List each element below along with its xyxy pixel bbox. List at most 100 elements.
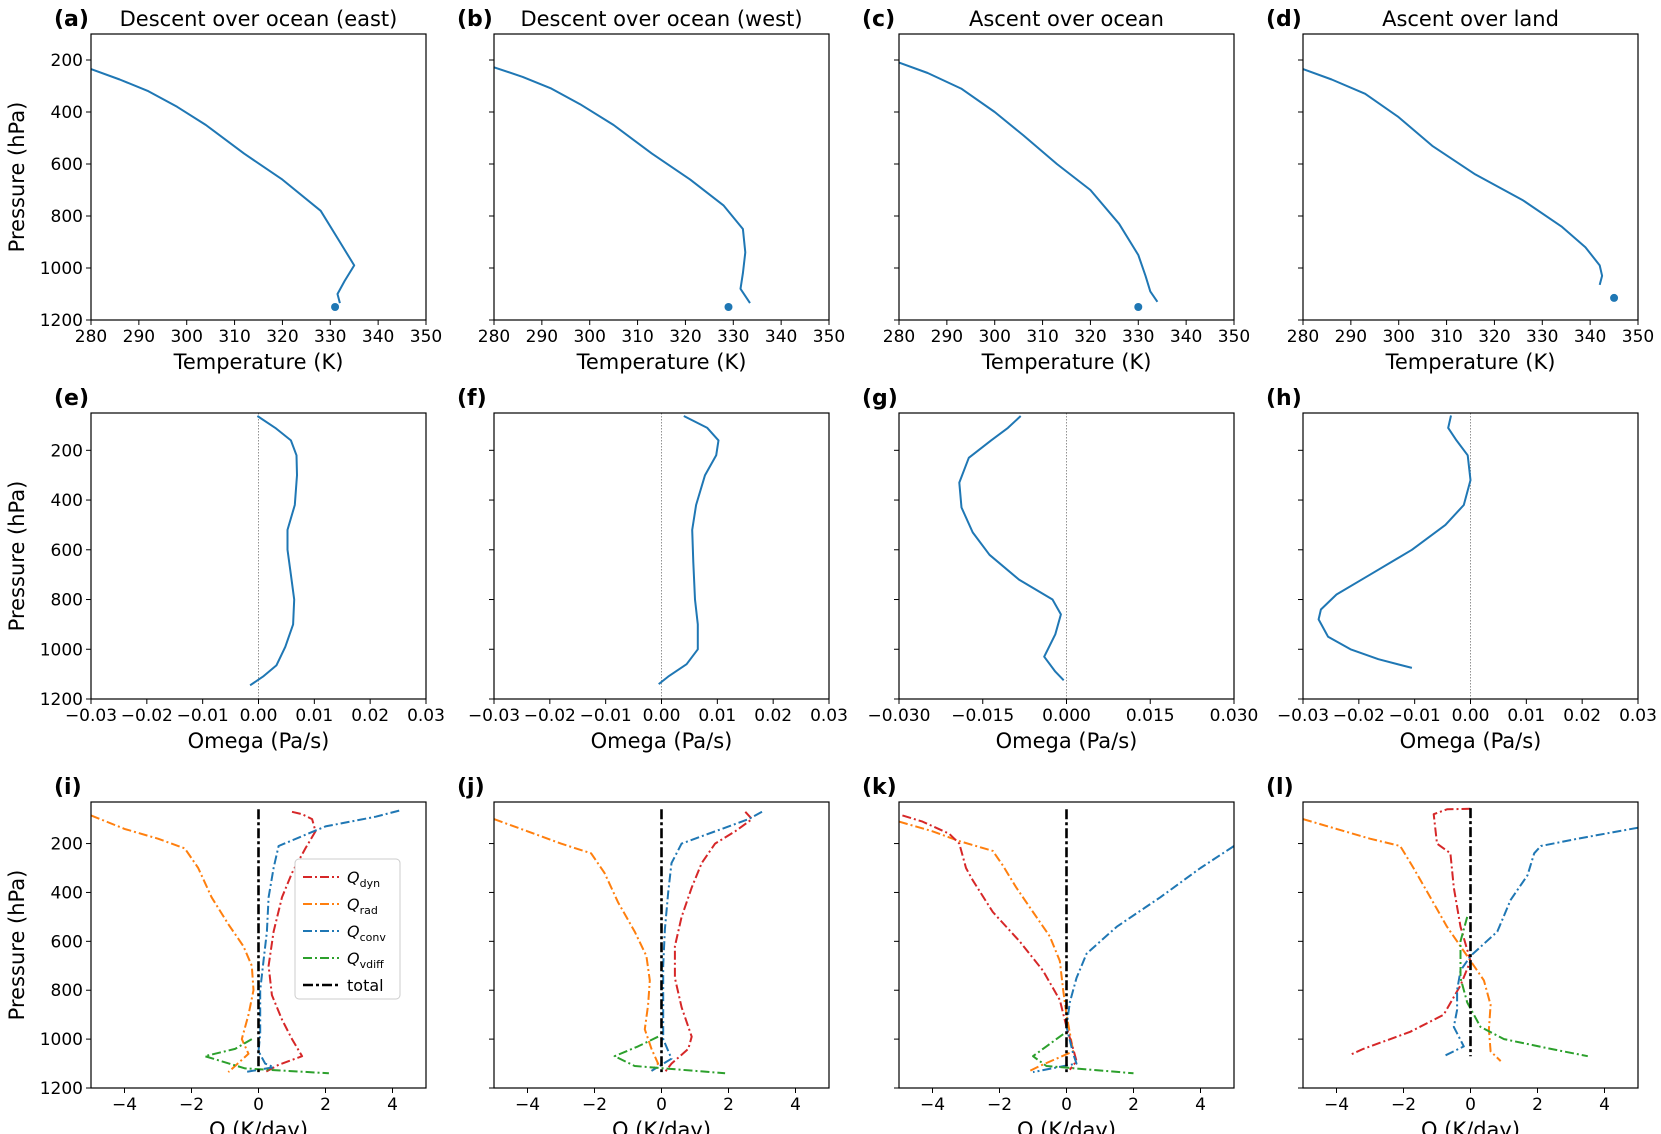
y-tick-label: 1200 [40, 311, 83, 331]
x-tick-label: −2 [179, 1095, 204, 1115]
series-group [958, 415, 1065, 681]
x-tick-label: 4 [1195, 1095, 1206, 1115]
panel-letter: (a) [54, 7, 89, 32]
x-tick-label: 2 [1128, 1095, 1139, 1115]
series-line-q-vdiff [203, 1038, 329, 1075]
x-tick-label: 310 [218, 327, 250, 347]
y-tick-label: 1000 [40, 1030, 83, 1050]
series-line-temperature [1303, 68, 1604, 286]
panel-letter: (g) [862, 386, 898, 411]
x-tick-label: 300 [573, 327, 605, 347]
y-tick-label: 200 [51, 51, 83, 71]
y-tick-label: 600 [51, 155, 83, 175]
panel-letter: (e) [54, 386, 89, 411]
x-tick-label: 0.00 [240, 706, 278, 726]
series-line-omega [658, 415, 720, 685]
x-tick-label: 4 [387, 1095, 398, 1115]
surface-point [1134, 303, 1143, 311]
surface-point [331, 303, 340, 311]
series-line-omega [958, 415, 1065, 681]
series-group [658, 415, 720, 685]
series-line-q-rad [494, 818, 660, 1072]
series-line-q-dyn [1349, 807, 1472, 1056]
x-tick-label: 300 [1382, 327, 1414, 347]
x-axis-label: Temperature (K) [576, 350, 747, 374]
x-tick-label: 2 [723, 1095, 734, 1115]
x-tick-label: 300 [170, 327, 202, 347]
panel-d: 280 290 300 310 320 330 340 350 Temperature (K) (… [1266, 7, 1654, 374]
axes-frame [898, 33, 1235, 321]
series-line-q-dyn [664, 811, 753, 1073]
x-tick-label: −0.03 [65, 706, 117, 726]
x-tick-label: −0.01 [1389, 706, 1441, 726]
series-line-temperature [91, 68, 356, 304]
panel-letter: (f) [457, 386, 487, 411]
x-tick-label: 0.03 [810, 706, 848, 726]
x-tick-label: −4 [1324, 1095, 1349, 1115]
x-tick-label: 0.02 [754, 706, 792, 726]
x-tick-label: 280 [478, 327, 510, 347]
x-tick-label: 350 [1218, 327, 1250, 347]
x-tick-label: 300 [978, 327, 1010, 347]
x-tick-label: 0.030 [1210, 706, 1259, 726]
x-tick-label: 330 [314, 327, 346, 347]
panel-l: −4 −2 0 2 4 Q (K/day) (l) [1266, 775, 1639, 1134]
x-tick-label: 290 [123, 327, 155, 347]
legend-subscript: vdiff [360, 958, 385, 971]
y-tick-label: 400 [51, 883, 83, 903]
panel-letter: (k) [862, 775, 897, 800]
x-tick-label: 310 [1430, 327, 1462, 347]
x-tick-label: −0.01 [177, 706, 229, 726]
x-tick-label: 350 [410, 327, 442, 347]
series-line-q-dyn [902, 814, 1078, 1071]
x-tick-label: 290 [526, 327, 558, 347]
series-group [494, 66, 751, 304]
x-tick-label: 0.00 [643, 706, 681, 726]
y-axis-label: Pressure (hPa) [5, 481, 29, 632]
x-tick-label: 0 [1061, 1095, 1072, 1115]
series-group [91, 68, 356, 304]
x-axis-label: Q (K/day) [209, 1118, 308, 1134]
x-axis-label: Q (K/day) [1017, 1118, 1116, 1134]
x-axis-label: Omega (Pa/s) [591, 729, 733, 753]
series-line-omega [249, 415, 298, 687]
panel-a: 280 290 300 310 320 330 340 350 200 400 600 800 1000… [5, 7, 442, 374]
x-axis-label: Q (K/day) [1421, 1118, 1520, 1134]
x-tick-label: 290 [1335, 327, 1367, 347]
x-tick-label: 0.00 [1452, 706, 1490, 726]
series-group [1303, 68, 1604, 286]
x-tick-label: 330 [717, 327, 749, 347]
series-group [494, 809, 763, 1075]
legend-subscript: dyn [360, 877, 380, 890]
legend-subscript: rad [360, 904, 378, 917]
x-tick-label: 0.01 [295, 706, 333, 726]
x-axis-label: Omega (Pa/s) [996, 729, 1138, 753]
x-axis-label: Q (K/day) [612, 1118, 711, 1134]
x-tick-label: 2 [1532, 1095, 1543, 1115]
panel-title: Ascent over land [1382, 7, 1559, 31]
series-line-q-vdiff [1032, 1033, 1134, 1075]
y-axis-label: Pressure (hPa) [5, 870, 29, 1021]
y-tick-label: 800 [51, 981, 83, 1001]
x-tick-label: 320 [1478, 327, 1510, 347]
x-tick-label: −0.03 [1277, 706, 1329, 726]
x-tick-label: −0.03 [468, 706, 520, 726]
x-tick-label: 0.03 [407, 706, 445, 726]
series-line-q-conv [1032, 845, 1234, 1074]
axes-frame [1302, 33, 1639, 321]
legend-main: Q [347, 949, 360, 968]
panel-e: −0.03 −0.02 −0.01 0.00 0.01 0.02 0.03 200 400 600… [5, 386, 445, 753]
series-group [899, 809, 1234, 1075]
series-group [249, 415, 298, 687]
x-tick-label: 0.000 [1042, 706, 1091, 726]
x-tick-label: 0 [656, 1095, 667, 1115]
x-tick-label: 0.015 [1126, 706, 1175, 726]
series-line-temperature [899, 61, 1159, 303]
panel-i: −4 −2 0 2 4 200 400 600 800 1000 1200 Q (K/day) Pres… [5, 775, 427, 1134]
panel-g: −0.030 −0.015 0.000 0.015 0.030 Omega (Pa/s) (… [862, 386, 1258, 753]
x-tick-label: 0 [1465, 1095, 1476, 1115]
x-tick-label: 2 [320, 1095, 331, 1115]
surface-point [1610, 293, 1619, 302]
panel-letter: (j) [457, 775, 485, 800]
